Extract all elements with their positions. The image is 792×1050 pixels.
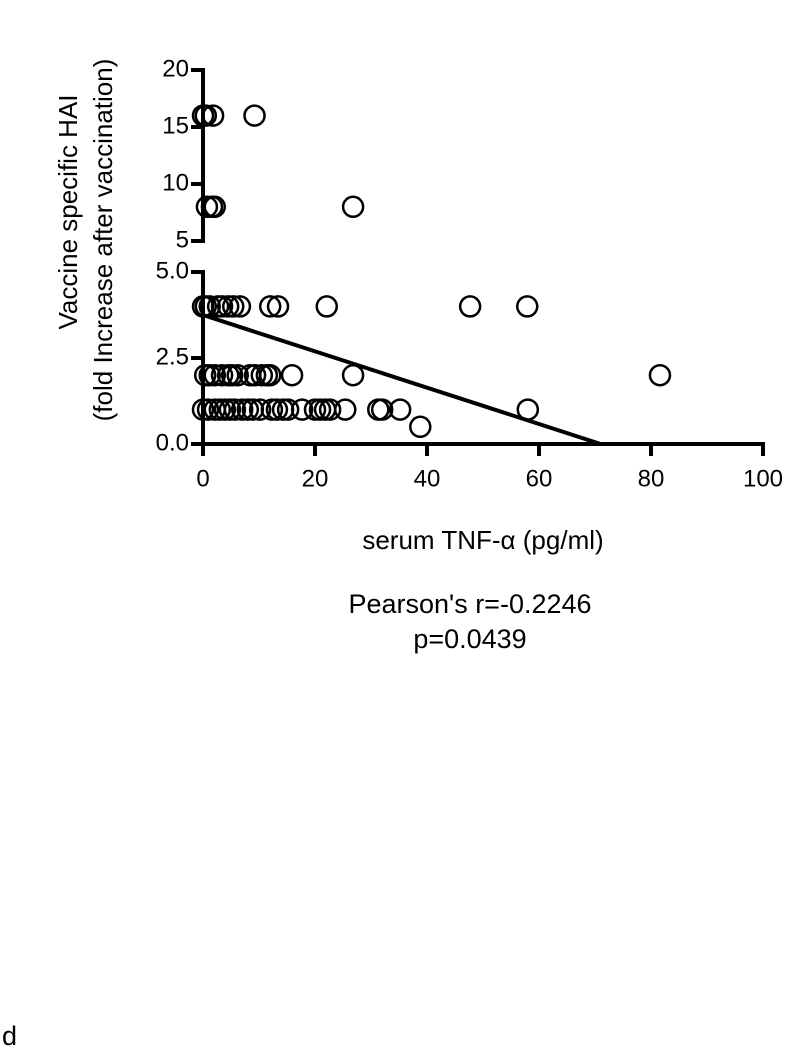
x-tick-label: 20 (302, 465, 329, 492)
y-tick-label: 20 (162, 55, 189, 82)
data-point (370, 398, 394, 421)
trend-line (202, 313, 602, 446)
annotation: p=0.0439 (413, 624, 526, 654)
data-point (210, 295, 234, 318)
y-tick-label: 15 (162, 112, 189, 139)
data-point (203, 195, 227, 219)
data-point (194, 104, 218, 127)
data-point (315, 295, 339, 318)
data-point (341, 363, 365, 387)
y-tick-label: 10 (162, 169, 189, 196)
data-point (280, 363, 304, 387)
data-point (230, 398, 254, 421)
y-tick-label: 5.0 (156, 257, 189, 284)
data-point (248, 398, 272, 421)
x-tick-label: 80 (638, 465, 665, 492)
y-axis-label: (fold Increase after vaccination) (88, 59, 118, 422)
data-point (243, 363, 267, 387)
data-point (290, 398, 314, 421)
data-point (266, 295, 290, 318)
data-point (203, 363, 227, 387)
data-point (458, 295, 482, 318)
data-point (223, 398, 247, 421)
data-point (276, 398, 300, 421)
data-point (258, 363, 282, 387)
data-point (243, 104, 266, 127)
x-tick-label: 40 (414, 465, 441, 492)
x-tick-label: 60 (526, 465, 553, 492)
data-point (333, 398, 357, 421)
data-point (648, 363, 672, 387)
data-point (388, 398, 412, 421)
x-axis-label: serum TNF-α (pg/ml) (362, 525, 603, 555)
x-tick-label: 0 (196, 465, 209, 492)
data-point (201, 104, 225, 127)
panel-label: d (2, 1021, 17, 1050)
data-point (318, 398, 342, 421)
annotation: Pearson's r=-0.2246 (348, 589, 591, 619)
data-point (341, 195, 365, 219)
data-point (221, 295, 245, 318)
y-tick-label: 0.0 (156, 429, 189, 456)
data-point (220, 363, 244, 387)
data-point (210, 363, 234, 387)
y-tick-label: 2.5 (156, 343, 189, 370)
data-point (196, 398, 220, 421)
data-point (228, 295, 252, 318)
data-point (265, 398, 289, 421)
x-tick-label: 100 (743, 465, 783, 492)
data-point (258, 295, 282, 318)
data-point (226, 363, 249, 387)
y-tick-label: 5 (176, 226, 189, 253)
data-point (409, 415, 432, 439)
data-point (515, 295, 539, 318)
y-axis-label: Vaccine specific HAI (53, 94, 83, 329)
